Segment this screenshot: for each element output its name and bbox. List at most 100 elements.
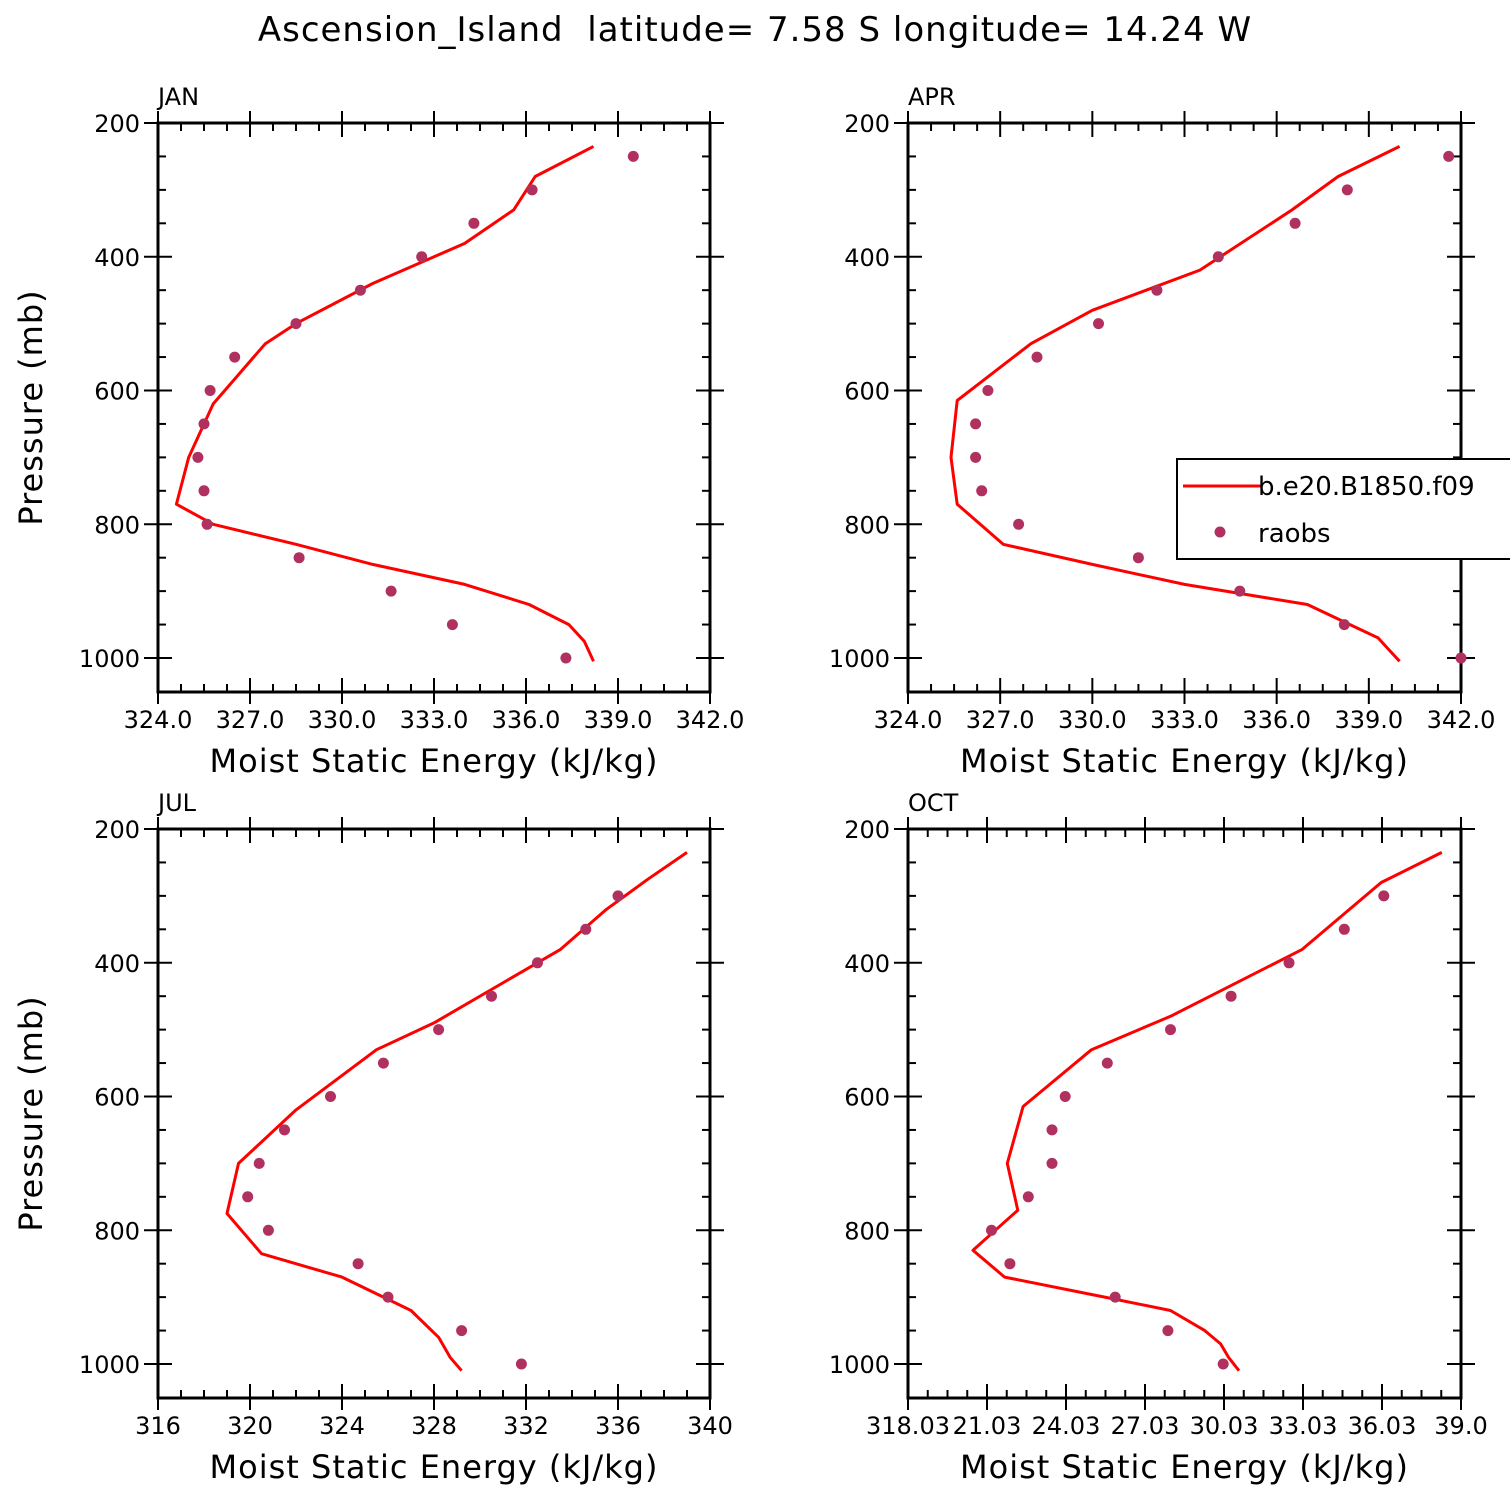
x-axis-label: Moist Static Energy (kJ/kg): [960, 742, 1409, 780]
x-tick-label: 342.0: [1427, 706, 1496, 734]
y-axis-label: Pressure (mb): [12, 995, 50, 1231]
raobs-point: [325, 1091, 336, 1102]
raobs-point: [976, 485, 988, 497]
x-tick-label: 340: [687, 1412, 733, 1440]
raobs-point: [1109, 1291, 1121, 1303]
x-tick-label: 324.0: [874, 706, 943, 734]
panel-label: OCT: [908, 789, 959, 817]
panel-jan: JAN 200 400 600 800 1000 324.0 327.0 330.0 333.0 3…: [12, 83, 744, 780]
y-tick-label: 600: [94, 1084, 140, 1112]
raobs-point: [192, 451, 204, 463]
raobs-point: [1059, 1091, 1071, 1102]
raobs-point: [1031, 351, 1043, 363]
raobs-point: [1443, 150, 1455, 162]
y-tick-label: 400: [94, 244, 140, 272]
y-tick-label: 400: [844, 244, 890, 272]
raobs-point: [986, 1224, 997, 1236]
raobs-point: [416, 251, 428, 263]
x-tick-label: 324.0: [124, 706, 193, 734]
x-tick-label: 320: [227, 1412, 273, 1440]
plot-frame: [156, 827, 712, 1400]
raobs-point: [1004, 1258, 1016, 1270]
raobs-point: [1225, 990, 1237, 1002]
y-tick-label: 1000: [79, 1351, 140, 1379]
raobs-point: [1022, 1191, 1034, 1203]
raobs-point: [580, 923, 592, 935]
model-line: [949, 145, 1401, 663]
x-axis-label: Moist Static Energy (kJ/kg): [210, 742, 659, 780]
x-tick-label: 39.0: [1434, 1412, 1487, 1440]
raobs-point: [1093, 318, 1104, 330]
plot-frame: [156, 121, 712, 694]
raobs-point: [201, 518, 213, 530]
legend-model-label: b.e20.B1850.f09: [1258, 472, 1475, 502]
raobs-point: [352, 1258, 364, 1270]
y-tick-label: 600: [844, 1084, 890, 1112]
x-tick-label: 27.03: [1111, 1412, 1180, 1440]
y-tick-label: 800: [94, 511, 140, 539]
x-tick-label: 336.0: [1242, 706, 1311, 734]
panel-label: JAN: [156, 83, 199, 111]
panel-label: JUL: [156, 789, 197, 817]
y-tick-label: 200: [844, 816, 890, 844]
raobs-point: [1132, 552, 1144, 564]
x-axis-label: Moist Static Energy (kJ/kg): [960, 1448, 1409, 1486]
raobs-point: [433, 1024, 445, 1036]
raobs-point: [1046, 1124, 1058, 1136]
x-tick-label: 318.03: [866, 1412, 950, 1440]
x-tick-label: 33.03: [1269, 1412, 1338, 1440]
y-tick-label: 600: [844, 378, 890, 406]
plot-frame: [906, 827, 1463, 1400]
raobs-point: [1013, 518, 1025, 530]
raobs-point: [1212, 251, 1224, 263]
panel-oct: OCT 200 400 600 800 1000 318.03 21.03 24.03 27.03…: [829, 789, 1488, 1486]
y-tick-label: 800: [844, 511, 890, 539]
panel-label: APR: [908, 83, 956, 111]
raobs-point: [1217, 1358, 1229, 1370]
x-tick-label: 339.0: [584, 706, 653, 734]
plot-frame: [906, 121, 1463, 694]
raobs-point: [1283, 957, 1295, 969]
y-axis-label: Pressure (mb): [12, 289, 50, 525]
raobs-point: [253, 1157, 265, 1169]
raobs-point: [532, 957, 543, 969]
x-tick-label: 24.03: [1032, 1412, 1101, 1440]
raobs-point: [385, 585, 397, 597]
model-line: [174, 145, 595, 662]
raobs-point: [198, 418, 210, 430]
model-line: [971, 851, 1443, 1372]
raobs-point: [377, 1057, 389, 1069]
x-tick-label: 330.0: [1058, 706, 1127, 734]
y-tick-label: 400: [94, 950, 140, 978]
raobs-point: [198, 485, 210, 497]
x-tick-label: 330.0: [308, 706, 377, 734]
raobs-point: [515, 1358, 527, 1370]
raobs-point: [1455, 652, 1467, 664]
main-title: Ascension_Island latitude= 7.58 S longit…: [257, 10, 1253, 50]
raobs-point: [1162, 1325, 1174, 1337]
raobs-point: [970, 451, 982, 463]
raobs-point: [229, 351, 241, 363]
raobs-point: [354, 284, 366, 296]
x-tick-label: 30.03: [1190, 1412, 1259, 1440]
x-tick-label: 342.0: [676, 706, 745, 734]
x-tick-label: 316: [135, 1412, 181, 1440]
y-tick-label: 200: [94, 816, 140, 844]
y-tick-label: 1000: [79, 645, 140, 673]
y-tick-label: 1000: [829, 645, 890, 673]
raobs-point: [970, 418, 982, 430]
raobs-point: [486, 990, 497, 1002]
raobs-point: [293, 552, 305, 564]
x-tick-label: 21.03: [953, 1412, 1022, 1440]
raobs-point: [204, 385, 216, 396]
y-tick-label: 800: [94, 1217, 140, 1245]
panel-jul: JUL 200 400 600 800 1000 316 320 324 328 332 336 340…: [12, 789, 733, 1486]
x-tick-label: 327.0: [966, 706, 1035, 734]
y-tick-label: 200: [844, 110, 890, 138]
x-tick-label: 333.0: [400, 706, 469, 734]
legend-obs-label: raobs: [1258, 519, 1331, 549]
x-tick-label: 324: [319, 1412, 365, 1440]
raobs-point: [1151, 284, 1163, 296]
raobs-point: [382, 1291, 394, 1303]
